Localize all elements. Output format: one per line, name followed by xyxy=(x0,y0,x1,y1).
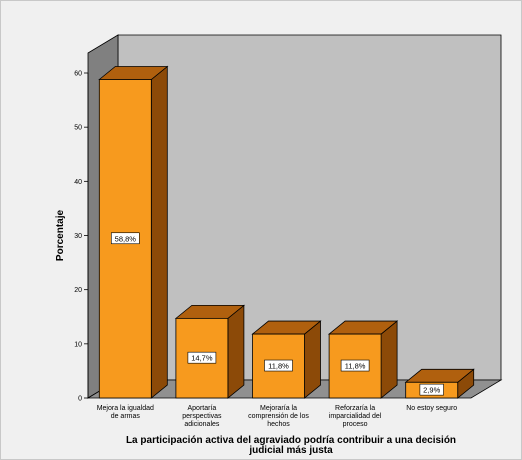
data-label: 11,8% xyxy=(268,362,289,371)
bar-side xyxy=(227,304,245,399)
category-label: Mejoraría la xyxy=(260,405,297,412)
category-label: imparcialidad del xyxy=(329,413,382,420)
data-label-box xyxy=(187,351,217,364)
category-label: Reforzaría la xyxy=(335,405,375,412)
data-label: 14,7% xyxy=(191,354,213,363)
y-axis-title: Porcentaje xyxy=(55,209,66,261)
data-label-box xyxy=(419,383,444,396)
category-label: Aportaría xyxy=(188,405,217,412)
y-tick-label: 0 xyxy=(78,396,82,403)
y-tick-label: 60 xyxy=(74,71,82,78)
y-tick-label: 10 xyxy=(74,341,82,348)
category-label: No estoy seguro xyxy=(406,405,457,412)
category-label: perspectivas xyxy=(182,413,222,420)
category-label: adicionales xyxy=(184,421,220,428)
x-axis-title: judicial más justa xyxy=(248,445,333,456)
data-label: 11,8% xyxy=(345,362,366,371)
category-label: proceso xyxy=(343,421,368,428)
data-label: 2,9% xyxy=(423,386,440,395)
data-label-box xyxy=(111,232,140,245)
category-label: comprensión de los xyxy=(248,413,309,420)
category-label: hechos xyxy=(267,421,290,428)
y-tick-label: 20 xyxy=(74,287,82,294)
category-label: de armas xyxy=(111,413,141,420)
y-tick-label: 30 xyxy=(74,233,82,240)
y-tick-label: 50 xyxy=(74,125,82,132)
bar-side xyxy=(150,65,168,399)
data-label-box xyxy=(340,359,370,372)
category-label: Mejora la igualdad xyxy=(97,405,154,412)
x-axis-title: La participación activa del agraviado po… xyxy=(126,435,456,446)
data-label: 58,8% xyxy=(115,234,137,243)
data-label-box xyxy=(264,359,293,372)
y-tick-label: 40 xyxy=(74,179,82,186)
